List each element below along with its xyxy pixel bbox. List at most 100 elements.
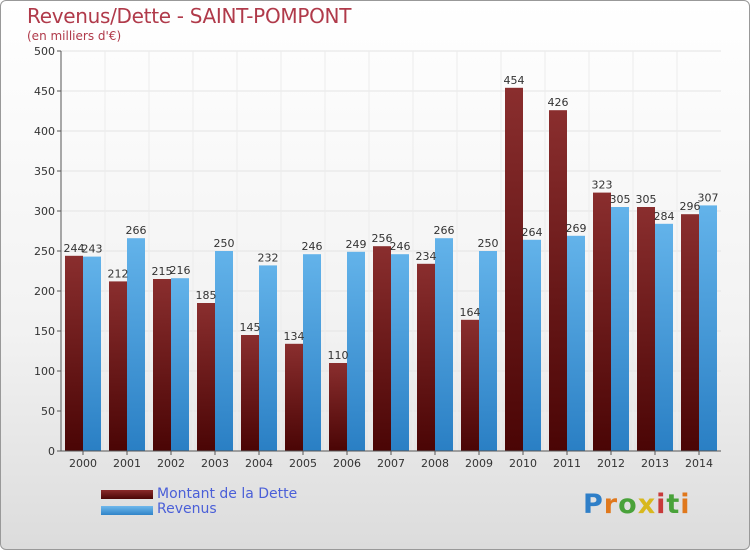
bar-revenus xyxy=(127,238,145,451)
data-label-revenus: 216 xyxy=(170,264,191,277)
x-tick-label: 2004 xyxy=(245,457,273,470)
y-tick-label: 0 xyxy=(48,445,55,458)
y-tick-label: 200 xyxy=(34,285,55,298)
y-tick-label: 500 xyxy=(34,45,55,58)
x-tick-label: 2008 xyxy=(421,457,449,470)
data-label-revenus: 232 xyxy=(258,251,279,264)
bar-dette xyxy=(549,110,567,451)
data-label-revenus: 250 xyxy=(478,237,499,250)
logo-letter: o xyxy=(618,489,638,520)
y-tick-label: 150 xyxy=(34,325,55,338)
bar-revenus xyxy=(699,205,717,451)
data-label-revenus: 250 xyxy=(214,237,235,250)
data-label-dette: 212 xyxy=(108,267,129,280)
bar-revenus xyxy=(567,235,585,451)
x-tick-label: 2007 xyxy=(377,457,405,470)
bar-dette xyxy=(505,87,523,452)
data-label-revenus: 305 xyxy=(610,193,631,206)
bar-revenus xyxy=(655,223,673,451)
bar-dette xyxy=(593,192,611,451)
data-label-revenus: 266 xyxy=(434,224,455,237)
data-label-revenus: 249 xyxy=(346,238,367,251)
data-label-dette: 234 xyxy=(416,250,437,263)
bar-revenus xyxy=(83,256,101,451)
y-tick-label: 250 xyxy=(34,245,55,258)
y-tick-label: 450 xyxy=(34,85,55,98)
x-tick-label: 2011 xyxy=(553,457,581,470)
x-tick-label: 2012 xyxy=(597,457,625,470)
data-label-dette: 296 xyxy=(680,200,701,213)
bar-revenus xyxy=(303,254,321,451)
data-label-dette: 145 xyxy=(240,321,261,334)
bar-dette xyxy=(153,279,171,451)
x-tick-label: 2002 xyxy=(157,457,185,470)
y-tick-label: 100 xyxy=(34,365,55,378)
y-tick-label: 300 xyxy=(34,205,55,218)
data-label-dette: 185 xyxy=(196,289,217,302)
logo-letter: P xyxy=(583,489,604,520)
y-tick-label: 400 xyxy=(34,125,55,138)
bar-revenus xyxy=(347,251,365,451)
bar-dette xyxy=(329,363,347,451)
chart-subtitle: (en milliers d'€) xyxy=(27,29,122,43)
bar-dette xyxy=(681,214,699,451)
proxiti-logo: Proxiti xyxy=(583,489,691,520)
legend-swatch-revenus xyxy=(101,506,153,515)
logo-letter: x xyxy=(637,489,657,520)
bar-dette xyxy=(373,246,391,451)
data-label-revenus: 243 xyxy=(82,243,103,256)
bar-dette xyxy=(197,303,215,451)
x-tick-label: 2003 xyxy=(201,457,229,470)
data-label-revenus: 269 xyxy=(566,222,587,235)
data-label-revenus: 246 xyxy=(302,240,323,253)
x-tick-label: 2010 xyxy=(509,457,537,470)
bar-dette xyxy=(65,255,83,451)
y-tick-label: 50 xyxy=(41,405,55,418)
x-tick-label: 2006 xyxy=(333,457,361,470)
logo-letter: i xyxy=(656,489,667,520)
bar-revenus xyxy=(435,238,453,451)
x-tick-label: 2009 xyxy=(465,457,493,470)
data-label-revenus: 284 xyxy=(654,210,675,223)
x-tick-label: 2001 xyxy=(113,457,141,470)
data-label-dette: 426 xyxy=(548,96,569,109)
x-tick-label: 2014 xyxy=(685,457,713,470)
bar-dette xyxy=(109,281,127,451)
data-label-revenus: 266 xyxy=(126,224,147,237)
logo-letter: t xyxy=(666,489,681,520)
data-label-dette: 215 xyxy=(152,265,173,278)
bar-revenus xyxy=(215,251,233,451)
bar-dette xyxy=(285,343,303,451)
data-label-dette: 256 xyxy=(372,232,393,245)
data-label-dette: 454 xyxy=(504,74,525,87)
data-label-dette: 323 xyxy=(592,179,613,192)
data-label-dette: 305 xyxy=(636,193,657,206)
bar-dette xyxy=(241,335,259,451)
legend-swatch-dette xyxy=(101,490,153,499)
bar-dette xyxy=(461,319,479,451)
data-label-dette: 164 xyxy=(460,306,481,319)
bar-revenus xyxy=(391,254,409,451)
x-tick-label: 2000 xyxy=(69,457,97,470)
x-tick-label: 2005 xyxy=(289,457,317,470)
x-tick-label: 2013 xyxy=(641,457,669,470)
bar-revenus xyxy=(259,265,277,451)
data-label-revenus: 307 xyxy=(698,191,719,204)
legend-label-dette: Montant de la Dette xyxy=(157,486,298,502)
data-label-dette: 110 xyxy=(328,349,349,362)
bar-dette xyxy=(417,263,435,451)
bar-revenus xyxy=(479,251,497,451)
bars xyxy=(65,87,717,452)
bar-revenus xyxy=(611,207,629,451)
bar-dette xyxy=(637,207,655,451)
logo-letter: i xyxy=(680,489,691,520)
axes: 0 50 100 150 200 250 300 350 400 450 500 2000 2001 20… xyxy=(34,45,721,470)
y-tick-label: 350 xyxy=(34,165,55,178)
legend-label-revenus: Revenus xyxy=(157,501,217,517)
data-label-dette: 134 xyxy=(284,330,305,343)
chart-title: Revenus/Dette - SAINT-POMPONT xyxy=(27,4,352,28)
logo-letter: r xyxy=(603,489,619,520)
